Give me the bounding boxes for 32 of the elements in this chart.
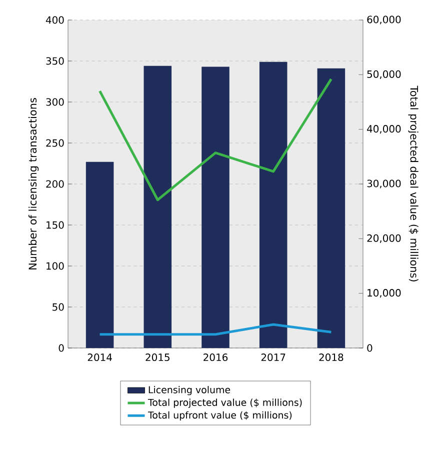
x-tick-label: 2014 bbox=[88, 354, 112, 362]
y-tick-label: 300 bbox=[46, 98, 64, 106]
y-tick-label: 0 bbox=[58, 344, 64, 352]
x-tick-label: 2018 bbox=[319, 354, 344, 362]
y-tick-label: 100 bbox=[46, 262, 64, 270]
x-tick-label: 2015 bbox=[146, 354, 170, 362]
y2-axis-title: Total projected deal value ($ millions) bbox=[408, 86, 418, 282]
bar bbox=[86, 162, 114, 348]
y-tick-label: 400 bbox=[46, 16, 64, 24]
legend-label: Total upfront value ($ millions) bbox=[148, 411, 292, 420]
y-tick-label: 250 bbox=[46, 139, 64, 147]
y-tick-label: 50 bbox=[52, 303, 64, 311]
x-tick-label: 2016 bbox=[204, 354, 228, 362]
x-tick-label: 2017 bbox=[261, 354, 286, 362]
bar bbox=[144, 66, 172, 348]
y-axis-title: Number of licensing transactions bbox=[28, 98, 39, 270]
y2-tick-label: 20,000 bbox=[367, 234, 401, 243]
bar bbox=[317, 68, 346, 348]
bar bbox=[259, 62, 288, 348]
y2-tick-label: 60,000 bbox=[367, 16, 401, 24]
line-series bbox=[98, 78, 332, 202]
legend-label: Total projected value ($ millions) bbox=[148, 398, 302, 408]
y-tick-label: 200 bbox=[46, 180, 64, 188]
legend-label: Licensing volume bbox=[148, 386, 230, 396]
y2-tick-label: 0 bbox=[367, 344, 372, 352]
y-tick-label: 150 bbox=[46, 221, 64, 229]
y-tick-label: 350 bbox=[46, 57, 64, 65]
bar bbox=[202, 66, 230, 348]
y2-tick-label: 40,000 bbox=[367, 125, 401, 134]
y2-tick-label: 50,000 bbox=[367, 70, 401, 79]
y2-tick-label: 30,000 bbox=[367, 180, 401, 188]
y2-tick-label: 10,000 bbox=[368, 289, 401, 298]
